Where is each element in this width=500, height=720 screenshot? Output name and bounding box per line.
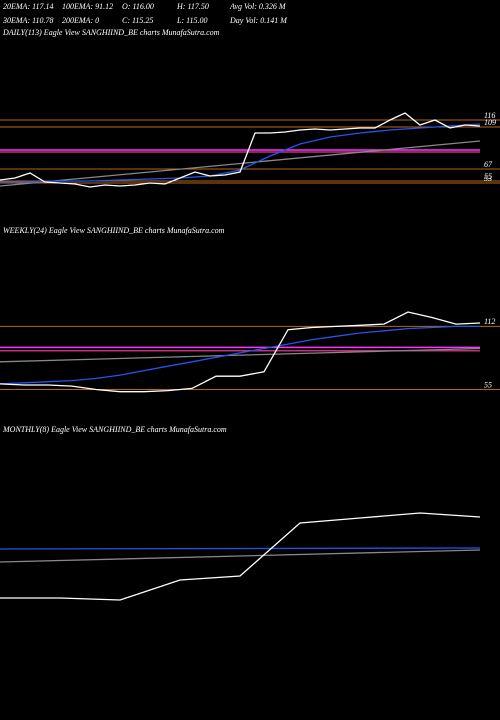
header-stat: 30EMA: 110.78 [2, 16, 54, 25]
price-line [0, 547, 481, 550]
header-stat: 100EMA: 91.12 [62, 2, 113, 11]
price-line [0, 512, 481, 601]
panel-title: MONTHLY(8) Eagle View SANGHIIND_BE chart… [2, 425, 227, 434]
header-stat: H: 117.50 [176, 2, 209, 11]
level-label: 67 [484, 160, 493, 169]
level-label: 112 [484, 317, 495, 326]
price-line [0, 347, 481, 363]
header-stat: 200EMA: 0 [62, 16, 99, 25]
header-stat: C: 115.25 [122, 16, 153, 25]
header-stat: L: 115.00 [176, 16, 208, 25]
price-line [0, 325, 480, 385]
level-label: 55 [484, 172, 492, 181]
level-label: 116 [484, 111, 495, 120]
header-stat: Day Vol: 0.141 M [229, 16, 288, 25]
price-line [0, 112, 481, 188]
price-line [0, 123, 481, 183]
price-line [0, 549, 481, 563]
header-stat: O: 116.00 [122, 2, 154, 11]
price-line [0, 140, 481, 187]
header-stat: Avg Vol: 0.326 M [229, 2, 287, 11]
price-line [0, 311, 481, 393]
panel-title: DAILY(113) Eagle View SANGHIIND_BE chart… [2, 28, 220, 37]
level-label: 53 [484, 174, 492, 183]
header-stat: 20EMA: 117.14 [3, 2, 54, 11]
level-label: 55 [484, 380, 492, 389]
level-label: 109 [484, 118, 496, 127]
panel-title: WEEKLY(24) Eagle View SANGHIIND_BE chart… [3, 226, 225, 235]
